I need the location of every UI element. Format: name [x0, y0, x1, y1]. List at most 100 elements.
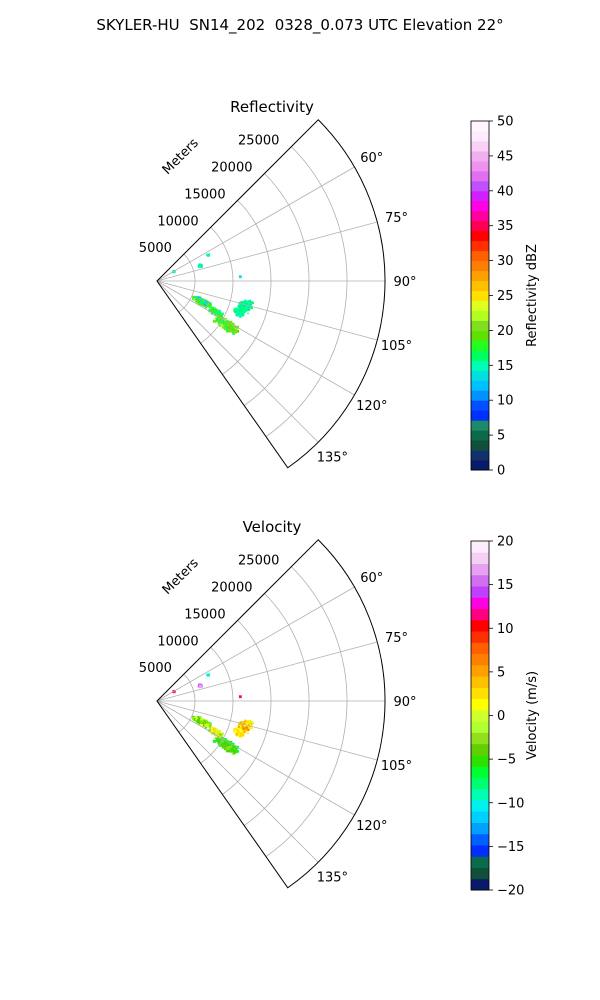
colorbar-segment: [471, 430, 489, 441]
colorbar-segment: [471, 844, 489, 857]
echo-cell: [243, 304, 247, 307]
echo-cell: [193, 298, 197, 302]
range-ring: [178, 253, 196, 313]
echo-cell: [233, 750, 237, 754]
theta-tick-label: 60°: [360, 151, 383, 166]
colorbar-segment: [471, 822, 489, 835]
echo-cell: [214, 309, 218, 312]
colorbar-segment: [471, 721, 489, 733]
echo-cell: [249, 304, 252, 307]
echo-cell: [224, 741, 227, 744]
echo-cell: [246, 300, 249, 303]
echo-cell: [235, 327, 238, 330]
echo-cell: [218, 742, 221, 744]
echo-cell: [235, 313, 238, 316]
echo-cell: [238, 275, 242, 279]
echo-cell: [233, 745, 237, 749]
colorbar-tick-label: −15: [497, 840, 524, 855]
range-ring: [243, 593, 310, 826]
radial-tick-label: 10000: [157, 634, 198, 649]
azimuth-spoke: [156, 166, 355, 282]
figure-title: SKYLER-HU SN14_202 0328_0.073 UTC Elevat…: [96, 16, 504, 34]
echo-cell: [217, 311, 221, 315]
echo-cell: [217, 738, 220, 742]
colorbar-tick-label: 10: [497, 394, 514, 409]
azimuth-spoke: [156, 280, 355, 396]
echo-cell: [209, 306, 211, 309]
azimuth-spoke: [156, 221, 378, 282]
echo-cell: [218, 322, 221, 324]
colorbar-tick-label: −5: [497, 753, 516, 768]
echo-cell: [202, 720, 205, 722]
azimuth-spoke: [156, 280, 378, 341]
colorbar-segment: [471, 150, 489, 162]
colorbar-segment: [471, 140, 489, 152]
colorbar-segment: [471, 833, 489, 846]
echo-cell: [221, 320, 224, 323]
echo-cell: [211, 311, 215, 315]
echo-cell: [239, 314, 243, 318]
colorbar-tick-label: 50: [497, 115, 514, 130]
echo-cell: [245, 310, 248, 312]
echo-cell: [206, 303, 209, 307]
colorbar-tick-label: −20: [497, 884, 524, 899]
echo-cell: [197, 716, 200, 719]
echo-cell: [242, 307, 245, 311]
colorbar-segment: [471, 440, 489, 451]
radial-tick-label: 15000: [184, 187, 225, 202]
echo-cell: [249, 301, 253, 305]
colorbar-segment: [471, 330, 489, 341]
colorbar-tick-label: 0: [497, 464, 505, 479]
colorbar-segment: [471, 709, 489, 722]
colorbar-segment: [471, 290, 489, 301]
echo-cell: [208, 309, 211, 312]
echo-cell: [225, 327, 229, 330]
echo-cell: [249, 721, 253, 725]
echo-cell: [247, 732, 249, 735]
colorbar-segment: [471, 856, 489, 868]
colorbar-tick-label: 10: [497, 622, 514, 637]
echo-cell: [200, 300, 203, 304]
echo-cell: [238, 313, 241, 316]
colorbar-segment: [471, 240, 489, 252]
colorbar-segment: [471, 360, 489, 371]
echo-cell: [211, 731, 215, 735]
echo-cell: [247, 312, 249, 315]
echo-cell: [227, 742, 230, 745]
echo-cell: [227, 745, 231, 749]
echo-cell: [197, 296, 200, 299]
echo-cell: [198, 265, 202, 268]
echo-cell: [234, 329, 237, 332]
azimuth-spoke: [156, 700, 378, 761]
echo-cell: [209, 723, 212, 727]
theta-tick-label: 105°: [381, 759, 412, 774]
colorbar-segment: [471, 210, 489, 222]
echo-cell: [244, 720, 247, 722]
echo-cell: [229, 749, 233, 753]
echo-cell: [203, 300, 207, 303]
echo-cell: [250, 726, 253, 730]
range-ring: [200, 226, 234, 344]
radial-tick-label: 10000: [157, 214, 198, 229]
echo-cell: [242, 733, 245, 736]
echo-cell: [238, 733, 241, 736]
colorbar-label: Velocity (m/s): [525, 671, 540, 760]
echo-cell: [210, 306, 214, 310]
echo-cell: [246, 720, 249, 723]
echo-cells: [172, 673, 254, 755]
colorbar-segment: [471, 320, 489, 331]
radial-tick-label: 20000: [211, 581, 252, 596]
echo-cell: [201, 723, 203, 726]
echo-cell: [234, 307, 238, 311]
echo-cell: [239, 311, 242, 314]
echo-cell: [238, 303, 241, 306]
echo-cell: [239, 312, 241, 314]
echo-cell: [233, 325, 237, 329]
echo-cell: [236, 727, 240, 731]
colorbar-tick-label: −10: [497, 796, 524, 811]
echo-cell: [217, 742, 221, 746]
colorbar-segment: [471, 390, 489, 401]
range-ring: [178, 673, 196, 733]
echo-cell: [219, 313, 222, 316]
